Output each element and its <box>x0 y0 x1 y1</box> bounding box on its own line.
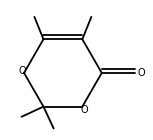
Text: O: O <box>80 105 88 115</box>
Text: O: O <box>137 68 145 78</box>
Text: O: O <box>18 66 26 76</box>
